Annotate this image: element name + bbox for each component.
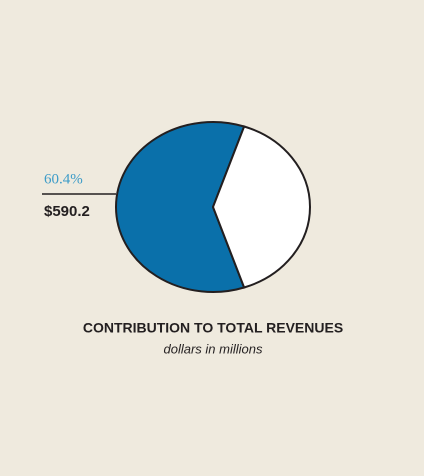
chart-title: CONTRIBUTION TO TOTAL REVENUES	[83, 320, 343, 336]
chart-subtitle: dollars in millions	[164, 341, 263, 356]
amount-label: $590.2	[44, 203, 90, 220]
pie-slice	[115, 121, 246, 293]
pie-slice	[211, 125, 311, 289]
value-label: 60.4%	[44, 171, 83, 187]
